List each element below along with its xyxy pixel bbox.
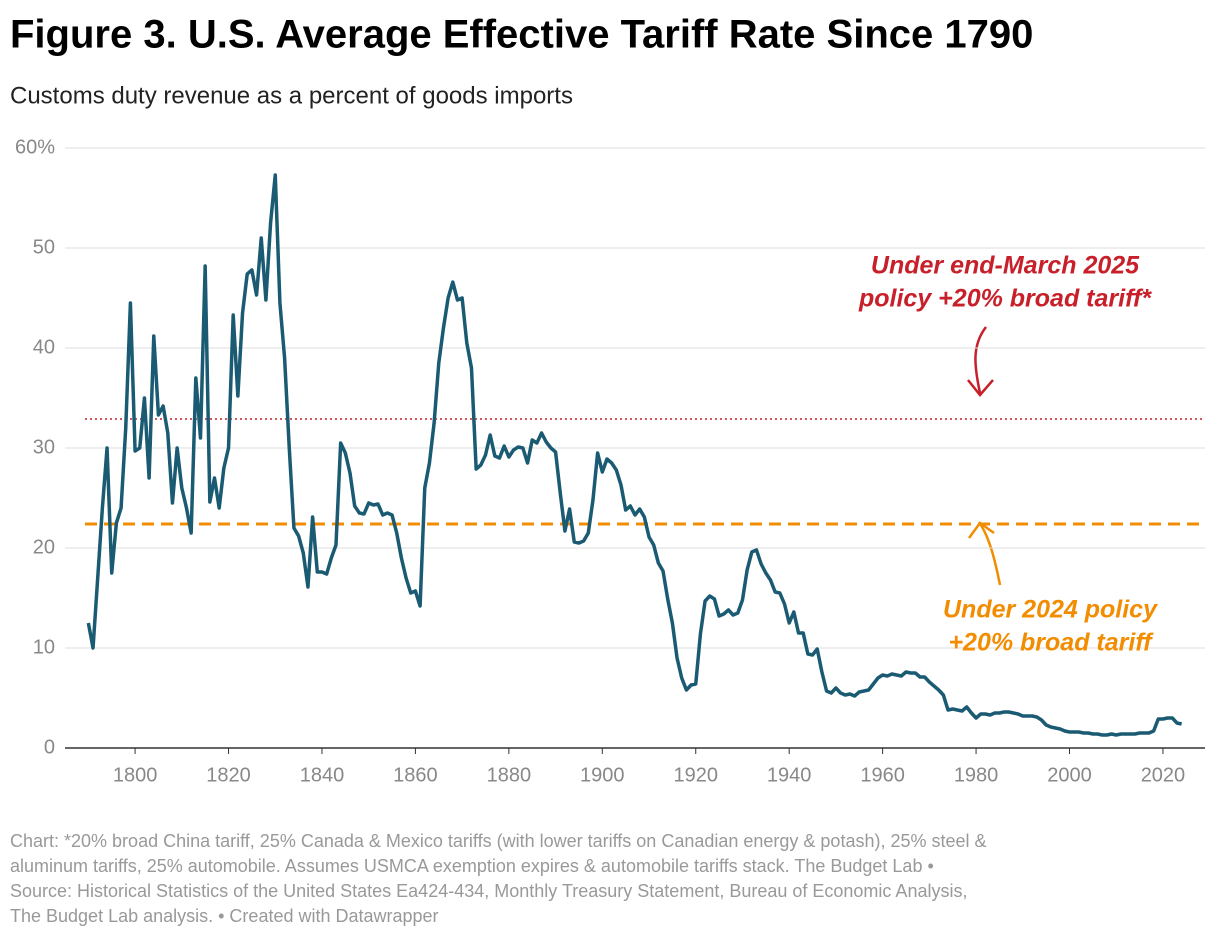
x-tick-label: 1960 bbox=[860, 764, 905, 786]
annotation-arrowhead bbox=[967, 379, 994, 397]
x-tick-label: 1900 bbox=[580, 764, 625, 786]
annotation-arrow bbox=[974, 326, 987, 394]
x-tick-label: 1800 bbox=[113, 764, 158, 786]
x-tick-label: 1840 bbox=[300, 764, 345, 786]
y-tick-label: 30 bbox=[33, 436, 55, 458]
x-tick-label: 1940 bbox=[767, 764, 812, 786]
chart-title: Figure 3. U.S. Average Effective Tariff … bbox=[10, 13, 1033, 57]
footnote: Chart: *20% broad China tariff, 25% Cana… bbox=[10, 831, 987, 851]
y-tick-label: 50 bbox=[33, 236, 55, 258]
x-tick-label: 1980 bbox=[954, 764, 999, 786]
footnote: Source: Historical Statistics of the Uni… bbox=[10, 881, 967, 901]
y-tick-label: 40 bbox=[33, 336, 55, 358]
x-tick-label: 1880 bbox=[487, 764, 532, 786]
x-tick-label: 1820 bbox=[206, 764, 251, 786]
annotation: +20% broad tariff bbox=[948, 629, 1154, 657]
annotation-arrow bbox=[979, 524, 1002, 586]
x-tick-label: 2000 bbox=[1047, 764, 1092, 786]
chart-subtitle: Customs duty revenue as a percent of goo… bbox=[10, 82, 573, 109]
y-tick-label: 60% bbox=[15, 136, 55, 158]
footnote: The Budget Lab analysis. • Created with … bbox=[10, 906, 439, 926]
y-tick-label: 10 bbox=[33, 636, 55, 658]
y-tick-label: 20 bbox=[33, 536, 55, 558]
y-tick-label: 0 bbox=[44, 736, 55, 758]
x-tick-label: 1920 bbox=[673, 764, 718, 786]
x-tick-label: 2020 bbox=[1141, 764, 1186, 786]
annotation: Under end-March 2025 bbox=[871, 252, 1140, 280]
annotation: policy +20% broad tariff* bbox=[858, 285, 1152, 313]
data-line bbox=[86, 173, 1183, 737]
x-tick-label: 1860 bbox=[393, 764, 438, 786]
footnote: aluminum tariffs, 25% automobile. Assume… bbox=[10, 856, 934, 876]
annotation: Under 2024 policy bbox=[943, 596, 1158, 624]
